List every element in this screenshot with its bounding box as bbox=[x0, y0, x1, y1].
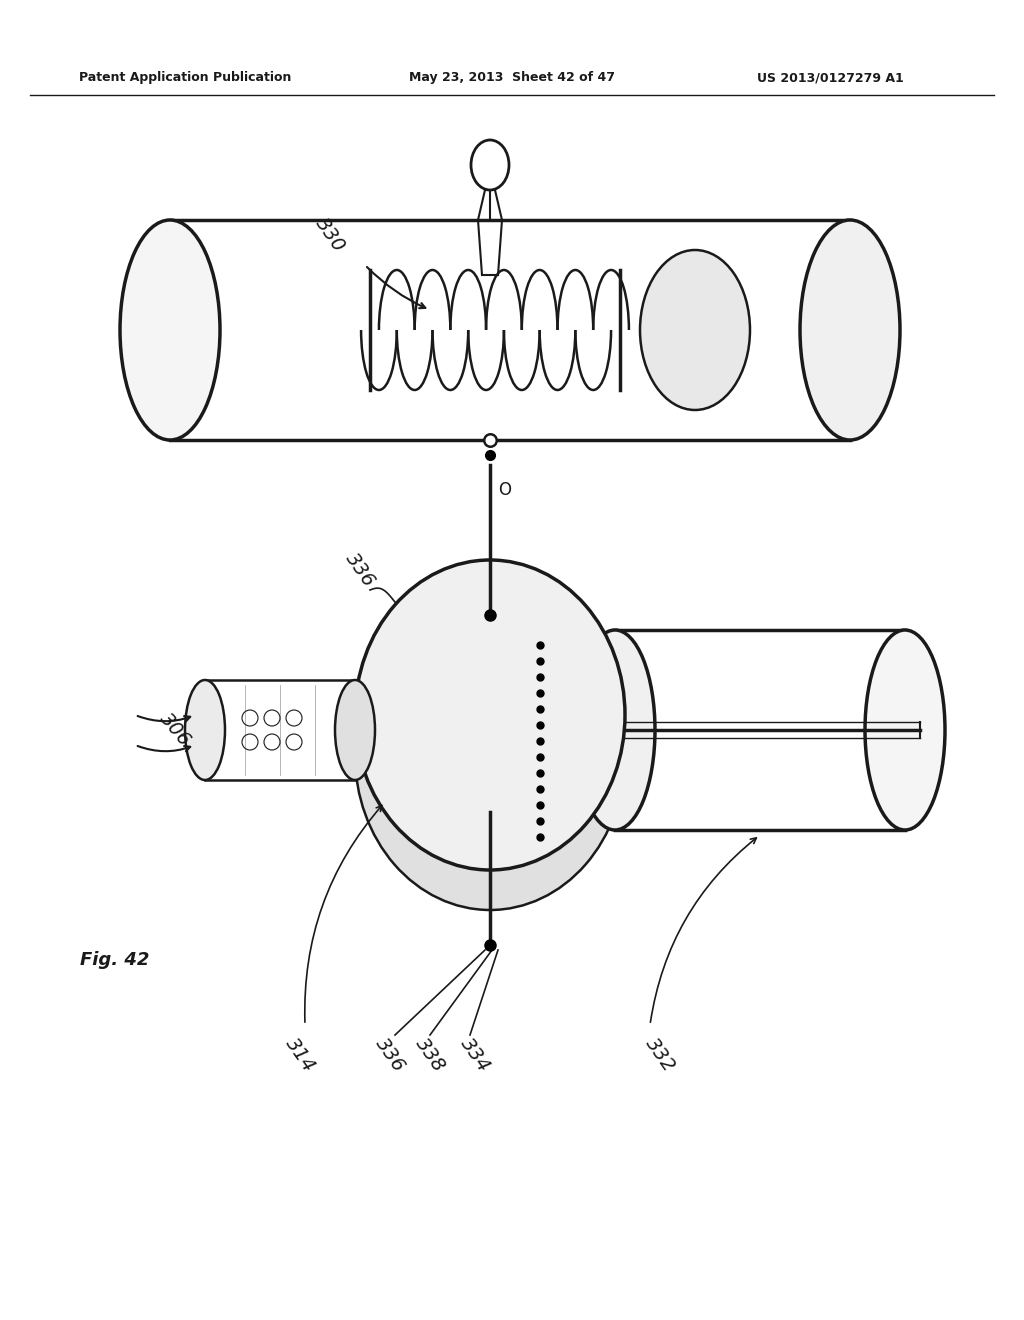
Text: US 2013/0127279 A1: US 2013/0127279 A1 bbox=[757, 71, 903, 84]
Text: i: i bbox=[488, 158, 492, 172]
Text: 336: 336 bbox=[342, 549, 379, 590]
Ellipse shape bbox=[640, 249, 750, 411]
Text: 338: 338 bbox=[412, 1035, 449, 1076]
Ellipse shape bbox=[355, 601, 625, 909]
Text: P: P bbox=[500, 642, 510, 659]
Text: 328: 328 bbox=[682, 319, 719, 360]
Text: May 23, 2013  Sheet 42 of 47: May 23, 2013 Sheet 42 of 47 bbox=[409, 71, 615, 84]
Ellipse shape bbox=[120, 220, 220, 440]
Text: 336: 336 bbox=[372, 1035, 409, 1076]
Text: O: O bbox=[499, 480, 512, 499]
Ellipse shape bbox=[335, 680, 375, 780]
Text: Patent Application Publication: Patent Application Publication bbox=[79, 71, 291, 84]
Text: 330: 330 bbox=[311, 214, 348, 256]
Text: 334: 334 bbox=[457, 1035, 494, 1076]
Ellipse shape bbox=[355, 560, 625, 870]
Text: 314: 314 bbox=[282, 1035, 318, 1076]
Ellipse shape bbox=[185, 680, 225, 780]
Text: Fig. 42: Fig. 42 bbox=[80, 950, 150, 969]
Ellipse shape bbox=[800, 220, 900, 440]
Ellipse shape bbox=[471, 140, 509, 190]
Text: 306: 306 bbox=[156, 710, 195, 750]
Ellipse shape bbox=[575, 630, 655, 830]
Ellipse shape bbox=[865, 630, 945, 830]
Text: 332: 332 bbox=[642, 1035, 679, 1076]
